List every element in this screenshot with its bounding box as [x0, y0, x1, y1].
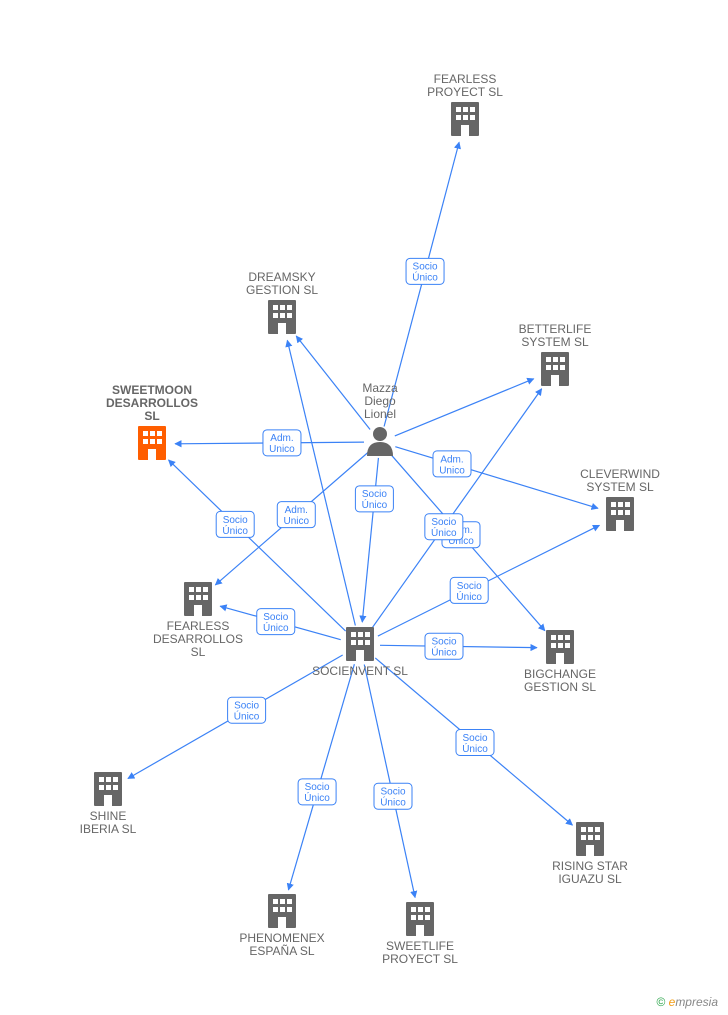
edge-label-text: Único — [304, 791, 330, 804]
building-icon — [451, 102, 479, 136]
node-label: GESTION SL — [246, 283, 318, 297]
edge-label-text: Socio — [431, 637, 456, 648]
edge-label-text: Único — [263, 621, 289, 634]
edge — [362, 458, 378, 622]
node-label: PROYECT SL — [427, 85, 503, 99]
node-label: IGUAZU SL — [558, 872, 622, 886]
edge-label-text: Unico — [283, 516, 309, 527]
footer-credit: © empresia — [656, 995, 718, 1009]
building-icon — [138, 426, 166, 460]
edge-label-text: Adm. — [270, 433, 293, 444]
edge-label-text: Único — [222, 524, 248, 537]
edge-label-text: Socio — [305, 782, 330, 793]
edge-label-text: Socio — [263, 612, 288, 623]
edge-label-text: Unico — [269, 444, 295, 455]
edge-label-text: Socio — [462, 733, 487, 744]
edge-label-text: Socio — [362, 489, 387, 500]
building-icon — [606, 497, 634, 531]
node-label: DESARROLLOS — [106, 396, 198, 410]
company-node: SWEETMOONDESARROLLOSSL — [106, 383, 198, 460]
edge — [288, 664, 354, 890]
edge-label-text: Socio — [380, 787, 405, 798]
node-label: DREAMSKY — [248, 270, 315, 284]
edge — [364, 665, 415, 898]
edge-label-text: Único — [362, 498, 388, 511]
node-label: SHINE — [90, 809, 127, 823]
brand-rest: mpresia — [675, 995, 718, 1009]
edge-label-text: Socio — [234, 701, 259, 712]
node-label: BIGCHANGE — [524, 667, 596, 681]
building-icon — [94, 772, 122, 806]
edge-label-text: Socio — [457, 581, 482, 592]
edge-label-text: Socio — [413, 262, 438, 273]
edge-label-text: Socio — [223, 515, 248, 526]
edge — [296, 336, 370, 429]
node-label: RISING STAR — [552, 859, 628, 873]
building-icon — [268, 894, 296, 928]
edge-label-text: Unico — [439, 465, 465, 476]
network-diagram: SocioÚnicoAdm.UnicoAdm.UnicoAdm.UnicoAdm… — [0, 0, 728, 1015]
company-node: BIGCHANGEGESTION SL — [524, 630, 596, 694]
edge-label-text: Único — [234, 710, 260, 723]
edge-label-text: Único — [412, 271, 438, 284]
building-icon — [346, 627, 374, 661]
node-label: Mazza — [362, 381, 398, 395]
company-node: PHENOMENEXESPAÑA SL — [239, 894, 324, 958]
building-icon — [406, 902, 434, 936]
node-label: SYSTEM SL — [586, 480, 654, 494]
building-icon — [541, 352, 569, 386]
node-label: FEARLESS — [434, 72, 497, 86]
node-label: SYSTEM SL — [521, 335, 589, 349]
building-icon — [576, 822, 604, 856]
node-label: CLEVERWIND — [580, 467, 660, 481]
node-label: SWEETMOON — [112, 383, 192, 397]
node-label: SL — [144, 409, 159, 423]
company-node: FEARLESSDESARROLLOSSL — [153, 582, 243, 659]
edge — [378, 525, 600, 636]
edge-label-text: Único — [431, 646, 457, 659]
node-label: Diego — [364, 394, 396, 408]
building-icon — [268, 300, 296, 334]
edge — [395, 379, 534, 436]
edge-label-text: Único — [380, 796, 406, 809]
node-label: IBERIA SL — [80, 822, 137, 836]
building-icon — [184, 582, 212, 616]
node-label: Lionel — [364, 407, 396, 421]
person-node: MazzaDiegoLionel — [362, 381, 398, 456]
node-label: SL — [191, 645, 206, 659]
company-node: CLEVERWINDSYSTEM SL — [580, 467, 660, 531]
edge-label-text: Único — [462, 742, 488, 755]
copyright-symbol: © — [656, 995, 665, 1009]
company-node: SOCIENVENT SL — [312, 627, 408, 678]
edge-label-text: Adm. — [440, 454, 463, 465]
node-label: PROYECT SL — [382, 952, 458, 966]
edge — [287, 340, 355, 625]
person-icon — [367, 427, 393, 456]
edge — [395, 447, 598, 509]
company-node: DREAMSKYGESTION SL — [246, 270, 318, 334]
company-node: RISING STARIGUAZU SL — [552, 822, 628, 886]
node-label: SOCIENVENT SL — [312, 664, 408, 678]
company-node: SWEETLIFEPROYECT SL — [382, 902, 458, 966]
building-icon — [546, 630, 574, 664]
edge-label-text: Único — [456, 590, 482, 603]
edge-label-text: Único — [431, 526, 457, 539]
node-label: FEARLESS — [167, 619, 230, 633]
node-label: SWEETLIFE — [386, 939, 454, 953]
company-node: BETTERLIFESYSTEM SL — [519, 322, 592, 386]
edge-label-text: Adm. — [285, 505, 308, 516]
edge-label-text: Socio — [431, 517, 456, 528]
node-label: ESPAÑA SL — [249, 944, 314, 958]
node-label: GESTION SL — [524, 680, 596, 694]
node-label: PHENOMENEX — [239, 931, 324, 945]
node-label: BETTERLIFE — [519, 322, 592, 336]
node-label: DESARROLLOS — [153, 632, 243, 646]
company-node: SHINEIBERIA SL — [80, 772, 137, 836]
company-node: FEARLESSPROYECT SL — [427, 72, 503, 136]
